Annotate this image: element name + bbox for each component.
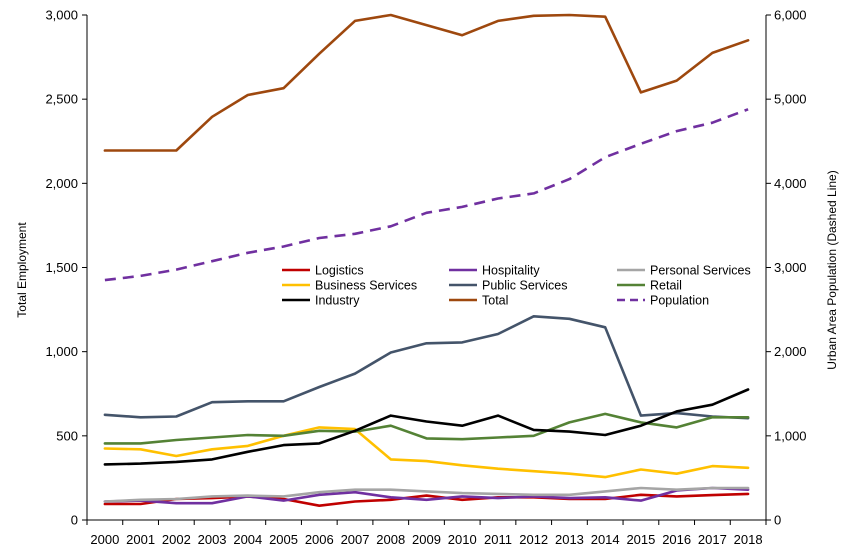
x-tick-label: 2012	[519, 532, 548, 547]
series-line-retail	[103, 412, 750, 445]
x-tick-label: 2014	[591, 532, 620, 547]
x-tick-label: 2002	[162, 532, 191, 547]
y-tick-label-right: 0	[774, 513, 781, 528]
legend-label: Retail	[650, 279, 682, 293]
series-line-total	[103, 13, 750, 152]
y-tick-label-left: 2,000	[45, 176, 78, 191]
y-tick-label-right: 2,000	[774, 344, 807, 359]
series-line-business-services	[103, 426, 750, 479]
x-tick-label: 2006	[305, 532, 334, 547]
series-line-population	[104, 108, 749, 282]
legend-label: Population	[650, 294, 709, 308]
y-tick-label-left: 1,500	[45, 260, 78, 275]
y-tick-label-right: 1,000	[774, 428, 807, 443]
y-tick-label-left: 0	[71, 513, 78, 528]
legend-label: Logistics	[315, 264, 364, 278]
legend: Logistics Hospitality Personal Services Bus…	[282, 264, 751, 308]
y-tick-label-right: 6,000	[774, 8, 807, 23]
x-tick-label: 2003	[198, 532, 227, 547]
y-tick-label-right: 5,000	[774, 92, 807, 107]
x-tick-label: 2017	[698, 532, 727, 547]
legend-label: Total	[482, 294, 508, 308]
y-tick-label-left: 2,500	[45, 92, 78, 107]
x-tick-label: 2009	[412, 532, 441, 547]
series-line-hospitality	[103, 486, 750, 505]
x-tick-label: 2011	[484, 532, 512, 547]
x-tick-label: 2007	[341, 532, 370, 547]
y-axis-title-left: Total Employment	[15, 222, 29, 318]
x-tick-label: 2016	[662, 532, 691, 547]
legend-label: Hospitality	[482, 264, 540, 278]
y-tick-label-left: 500	[56, 428, 78, 443]
y-axis-title-right: Urban Area Population (Dashed Line)	[825, 170, 839, 369]
axes: 0 500 1,000 1,500 2,000 2,500 3,000 0 1,000 2,000…	[45, 8, 806, 548]
series-line-personal-services	[103, 486, 750, 503]
x-tick-label: 2015	[626, 532, 655, 547]
legend-label: Industry	[315, 294, 360, 308]
y-tick-label-right: 3,000	[774, 260, 807, 275]
x-tick-label: 2018	[734, 532, 763, 547]
legend-label: Business Services	[315, 279, 417, 293]
x-tick-label: 2000	[90, 532, 119, 547]
legend-label: Public Services	[482, 279, 567, 293]
y-tick-label-left: 1,000	[45, 344, 78, 359]
plot-area	[103, 13, 750, 508]
x-tick-label: 2004	[233, 532, 262, 547]
series-line-industry	[103, 388, 750, 466]
x-tick-label: 2008	[376, 532, 405, 547]
x-tick-label: 2010	[448, 532, 477, 547]
x-tick-label: 2013	[555, 532, 584, 547]
y-tick-label-left: 3,000	[45, 8, 78, 23]
x-tick-label: 2005	[269, 532, 298, 547]
series-line-logistics	[103, 492, 750, 508]
x-tick-label: 2001	[126, 532, 155, 547]
series-line-public-services	[103, 314, 750, 420]
legend-label: Personal Services	[650, 264, 751, 278]
y-tick-label-right: 4,000	[774, 176, 807, 191]
